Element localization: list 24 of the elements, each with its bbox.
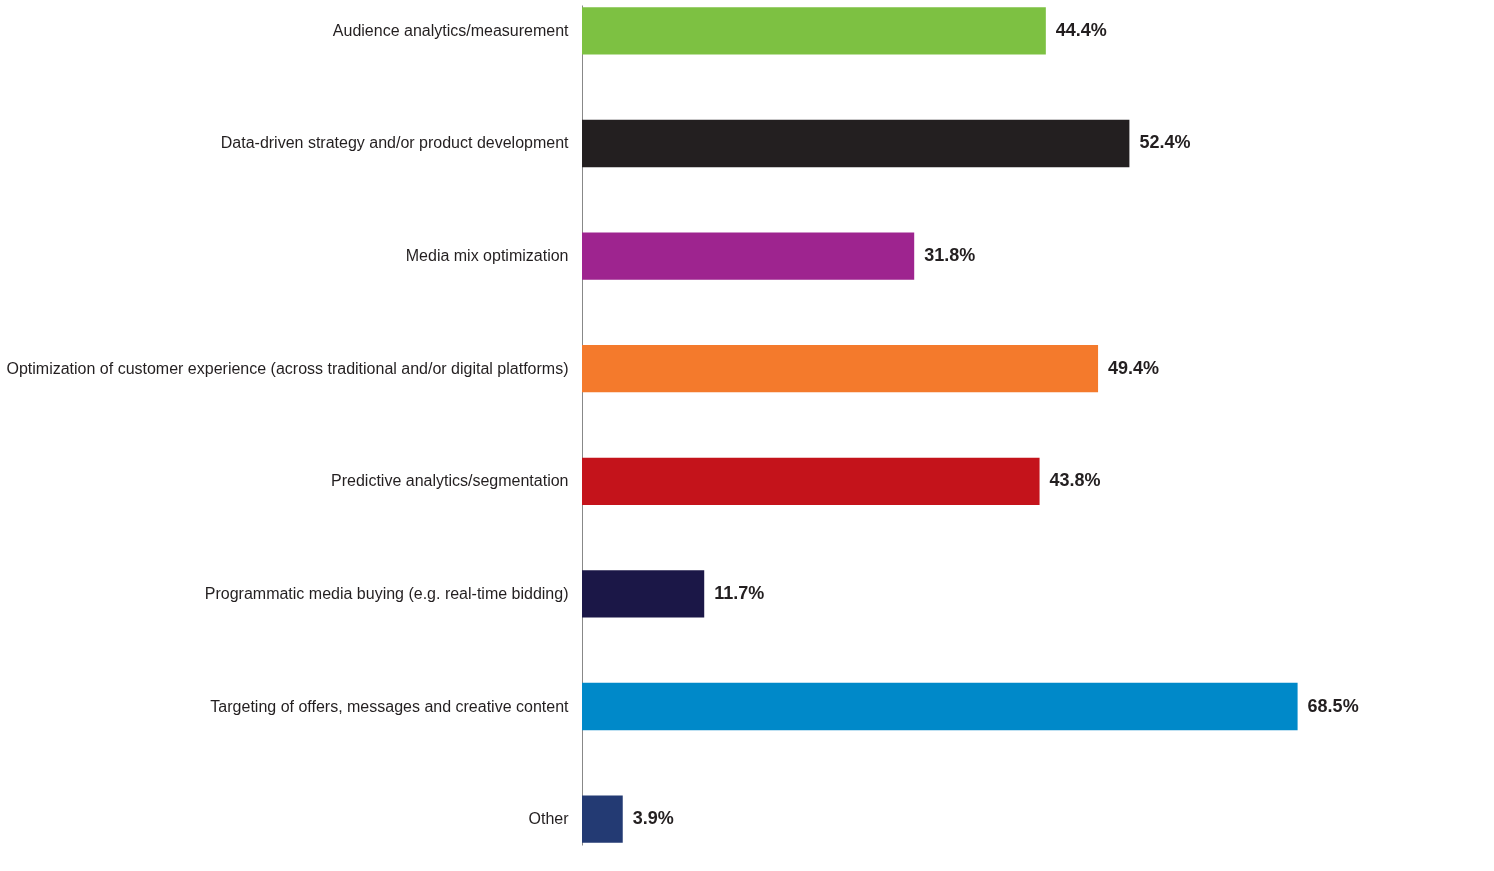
y-tick-label: Targeting of offers, messages and creative content bbox=[210, 697, 570, 715]
bar bbox=[582, 795, 623, 843]
y-tick-label: Programmatic media buying (e.g. real-time bidding) bbox=[204, 584, 569, 602]
data-label: 31.8% bbox=[924, 245, 976, 266]
y-tick-label: Data-driven strategy and/or product development bbox=[220, 134, 570, 152]
bar bbox=[582, 570, 705, 618]
data-label: 68.5% bbox=[1307, 695, 1359, 716]
data-label: 11.7% bbox=[714, 582, 765, 603]
y-tick-label: Predictive analytics/segmentation bbox=[331, 472, 569, 490]
bar bbox=[582, 7, 1046, 55]
data-label: 49.4% bbox=[1108, 357, 1160, 378]
bar bbox=[582, 682, 1298, 731]
y-tick-label: Other bbox=[528, 810, 570, 828]
y-tick-label: Audience analytics/measurement bbox=[332, 21, 570, 39]
y-tick-label: Optimization of customer experience (across traditional and/or digital platforms) bbox=[6, 359, 569, 377]
bar bbox=[582, 457, 1040, 505]
data-label: 44.4% bbox=[1055, 19, 1107, 40]
data-label: 43.8% bbox=[1049, 470, 1101, 491]
data-label: 3.9% bbox=[632, 808, 674, 829]
bar bbox=[582, 232, 915, 280]
bar bbox=[582, 345, 1099, 393]
y-tick-label: Media mix optimization bbox=[405, 247, 569, 265]
bar bbox=[582, 119, 1130, 168]
data-label: 52.4% bbox=[1139, 132, 1191, 153]
